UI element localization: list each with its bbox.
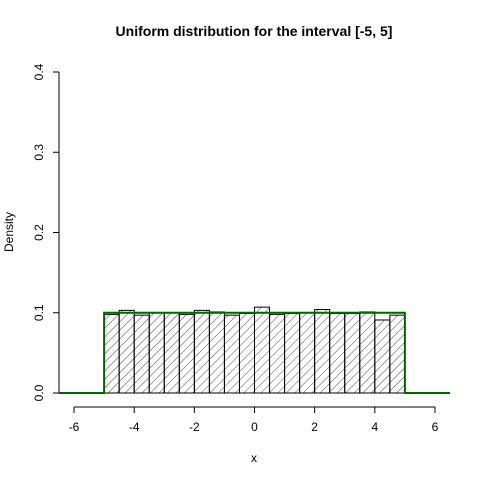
y-tick-label: 0.2 xyxy=(32,224,46,241)
histogram-bar xyxy=(359,311,376,394)
histogram-bar xyxy=(374,319,391,394)
histogram-bar xyxy=(148,312,165,394)
chart-title: Uniform distribution for the interval [-… xyxy=(116,23,393,39)
histogram-bar xyxy=(178,313,195,394)
histogram-bars xyxy=(103,306,406,394)
density-curve-group xyxy=(59,311,450,394)
y-tick-label: 0.1 xyxy=(32,304,46,321)
histogram-bar xyxy=(314,309,331,394)
y-tick-label: 0.4 xyxy=(32,63,46,80)
histogram-bar xyxy=(238,313,255,394)
y-tick-label: 0.0 xyxy=(32,384,46,401)
histogram-bar xyxy=(103,313,120,394)
x-tick-label: -2 xyxy=(189,420,200,434)
histogram-bar xyxy=(299,312,316,394)
axes: -6 -4 -2 0 2 4 6 0.0 0.1 0.2 0.3 0.4 xyxy=(32,63,439,434)
histogram-bar xyxy=(269,313,286,394)
histogram-bar xyxy=(193,309,210,394)
histogram-bar xyxy=(133,314,150,394)
histogram-bar xyxy=(163,312,180,394)
density-curve-line xyxy=(59,311,450,394)
x-axis-label: x xyxy=(251,451,257,465)
histogram-bar xyxy=(118,309,135,394)
histogram-bar xyxy=(223,314,240,394)
x-tick-label: 2 xyxy=(311,420,318,434)
x-tick-label: 4 xyxy=(371,420,378,434)
histogram-bar xyxy=(389,314,406,394)
histogram-bar xyxy=(284,313,301,394)
x-tick-label: -4 xyxy=(129,420,140,434)
histogram-bar xyxy=(344,313,361,394)
y-axis-label: Density xyxy=(2,212,16,252)
histogram-bar xyxy=(208,311,225,394)
x-tick-label: 0 xyxy=(251,420,258,434)
histogram-bar xyxy=(254,306,271,394)
x-tick-label: -6 xyxy=(69,420,80,434)
x-tick-label: 6 xyxy=(432,420,439,434)
histogram-bar xyxy=(329,313,346,394)
y-tick-label: 0.3 xyxy=(32,144,46,161)
